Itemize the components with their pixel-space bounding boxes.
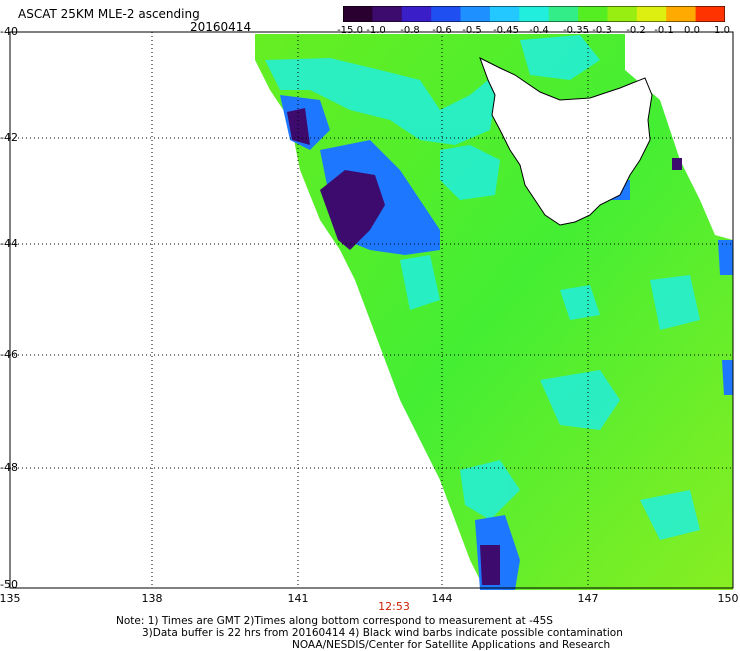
lat-label: -44: [0, 237, 18, 250]
purple-patches: [287, 108, 682, 585]
colorbar-labels: -15.0 -1.0 -0.8 -0.6 -0.5 -0.45 -0.4 -0.…: [326, 25, 731, 39]
lat-label: -46: [0, 348, 18, 361]
footnote-line-2: 3)Data buffer is 22 hrs from 20160414 4)…: [142, 627, 623, 639]
colorbar-swatch: [548, 6, 579, 22]
colorbar-label: -0.4: [529, 25, 549, 36]
colorbar-swatch: [401, 6, 432, 22]
colorbar-swatch: [695, 6, 725, 22]
lon-label: 141: [287, 592, 309, 605]
lon-label: 144: [431, 592, 453, 605]
map-title: ASCAT 25KM MLE-2 ascending: [18, 7, 200, 21]
lat-label: -48: [0, 461, 18, 474]
colorbar-swatch: [431, 6, 462, 22]
lon-label: 150: [717, 592, 739, 605]
colorbar-label: -0.2: [626, 25, 646, 36]
colorbar-swatch: [343, 6, 373, 22]
colorbar-swatch: [636, 6, 667, 22]
map-date: 20160414: [190, 20, 252, 34]
colorbar-label: -0.8: [400, 25, 420, 36]
lon-label: 135: [0, 592, 21, 605]
colorbar-swatch: [460, 6, 491, 22]
lat-label: -42: [0, 131, 18, 144]
colorbar-label: -0.35: [563, 25, 589, 36]
pass-time: 12:53: [378, 600, 410, 613]
colorbar-swatch: [489, 6, 520, 22]
colorbar-label: 0.0: [684, 25, 700, 36]
lat-label: -50: [0, 578, 18, 591]
colorbar-swatch: [519, 6, 550, 22]
colorbar: [343, 6, 725, 22]
footnote-line-1: Note: 1) Times are GMT 2)Times along bot…: [116, 615, 553, 627]
footnote-line-3: NOAA/NESDIS/Center for Satellite Applica…: [292, 639, 611, 651]
colorbar-swatch: [578, 6, 609, 22]
colorbar-label: -1.0: [366, 25, 386, 36]
colorbar-label: -0.5: [462, 25, 482, 36]
tasmania-landmass: [479, 56, 653, 226]
wind-map: [9, 31, 734, 590]
colorbar-label: 1.0: [714, 25, 730, 36]
colorbar-swatch: [666, 6, 697, 22]
colorbar-swatch: [372, 6, 403, 22]
lon-label: 147: [577, 592, 599, 605]
cyan-patches: [265, 35, 700, 540]
plot-frame: [9, 31, 734, 589]
colorbar-label: -0.45: [493, 25, 519, 36]
lat-label: -40: [0, 25, 18, 38]
colorbar-label: -0.1: [654, 25, 674, 36]
colorbar-label: -0.6: [432, 25, 452, 36]
colorbar-label: -0.3: [592, 25, 612, 36]
lon-label: 138: [141, 592, 163, 605]
colorbar-label: -15.0: [337, 25, 363, 36]
grid-lines: [10, 32, 733, 588]
colorbar-swatch: [607, 6, 638, 22]
